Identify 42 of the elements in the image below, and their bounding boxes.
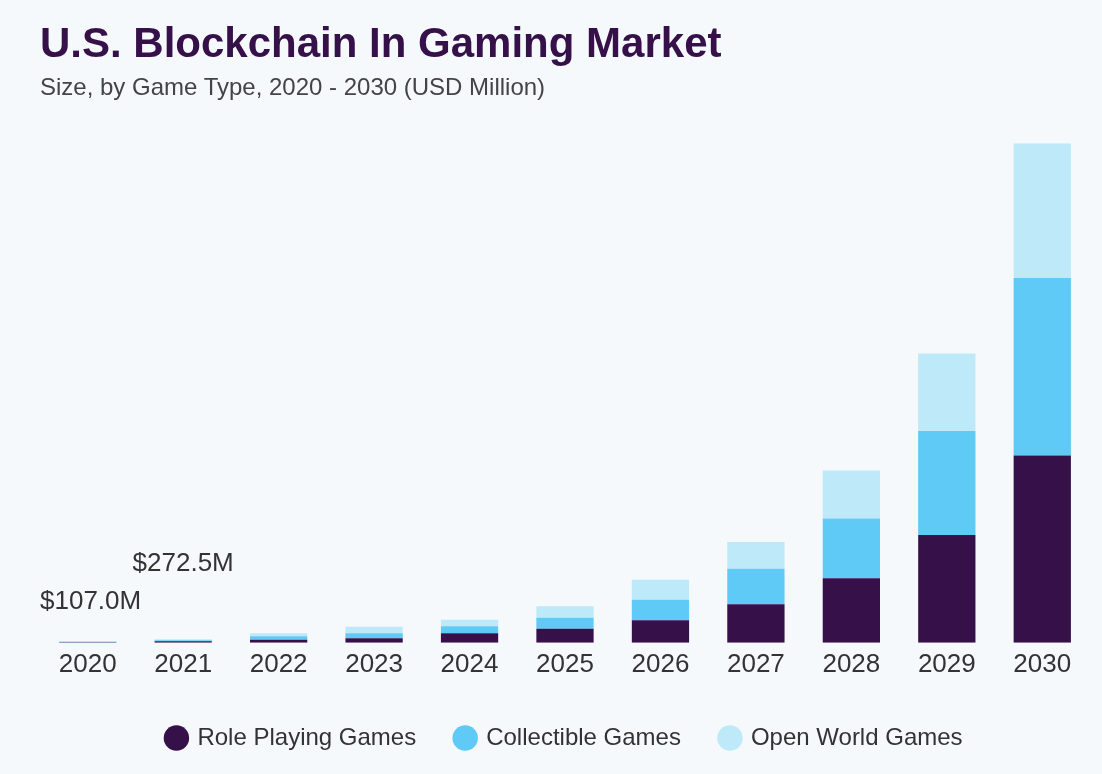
bar — [440, 633, 499, 643]
x-tick-label: 2028 — [822, 647, 881, 678]
x-tick-label: 2026 — [631, 647, 690, 678]
x-tick-label: 2030 — [1013, 647, 1072, 678]
x-tick-label: 2029 — [917, 647, 976, 678]
bar — [727, 541, 785, 569]
bar — [631, 579, 690, 600]
bar — [536, 617, 594, 629]
bar — [1013, 455, 1071, 643]
bar — [345, 638, 403, 643]
annotation: $272.5M — [132, 547, 234, 578]
annotation: $107.0M — [40, 585, 142, 616]
legend-label: Open World Games — [750, 722, 963, 750]
bar — [536, 606, 594, 618]
bar — [727, 604, 785, 643]
bar — [822, 578, 880, 643]
legend-label: Role Playing Games — [197, 722, 417, 750]
legend-label: Collectible Games — [486, 722, 681, 750]
x-tick-label: 2025 — [536, 647, 594, 678]
bar — [440, 626, 499, 634]
x-tick-label: 2022 — [249, 647, 308, 678]
bar — [918, 430, 976, 535]
x-tick-label: 2027 — [726, 647, 785, 678]
x-tick-label: 2020 — [58, 647, 117, 678]
bar — [918, 353, 976, 431]
bar — [345, 633, 403, 639]
chart-title: U.S. Blockchain In Gaming Market — [40, 18, 722, 66]
x-tick-label: 2021 — [154, 647, 213, 678]
x-tick-label: 2023 — [345, 647, 404, 678]
bar — [918, 534, 976, 643]
bar — [1013, 278, 1071, 456]
bar — [345, 626, 403, 634]
bar — [822, 470, 880, 519]
bar — [1013, 143, 1071, 279]
chart-subtitle: Size, by Game Type, 2020 - 2030 (USD Million) — [40, 73, 546, 101]
bar — [727, 568, 785, 605]
bar — [440, 619, 499, 627]
bar — [631, 620, 690, 643]
x-tick-label: 2024 — [440, 647, 499, 678]
bar — [822, 518, 880, 579]
bar — [536, 628, 594, 643]
bar — [631, 599, 690, 621]
